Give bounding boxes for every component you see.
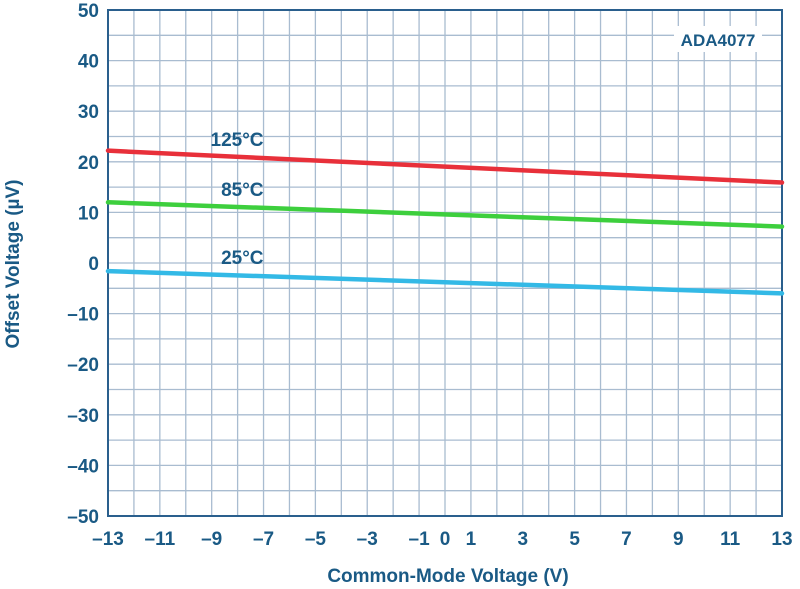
x-tick-label: –1 xyxy=(409,529,431,550)
x-tick-label: 11 xyxy=(720,529,741,550)
x-tick-label: 1 xyxy=(466,529,477,550)
y-tick-label: –10 xyxy=(67,305,99,326)
x-tick-label: –11 xyxy=(145,529,176,550)
series-label: 85°C xyxy=(221,180,264,201)
series-labels: 125°C 85°C 25°C xyxy=(211,130,264,269)
x-tick-label: 13 xyxy=(771,529,792,550)
series-lines xyxy=(105,148,785,296)
series-label: 125°C xyxy=(211,130,264,151)
x-tick-label: 7 xyxy=(621,529,632,550)
x-tick-label: –7 xyxy=(253,529,274,550)
x-tick-label: –13 xyxy=(92,529,124,550)
y-tick-label: –40 xyxy=(67,456,99,477)
grid xyxy=(107,9,783,517)
y-tick-label: 40 xyxy=(78,52,99,73)
y-tick-label: 0 xyxy=(88,254,99,275)
y-tick-label: 10 xyxy=(78,203,99,224)
x-tick-label: –5 xyxy=(305,529,327,550)
series-line xyxy=(105,268,785,296)
series-line xyxy=(105,148,785,185)
y-tick-label: 20 xyxy=(78,153,99,174)
x-tick-label: –9 xyxy=(201,529,222,550)
y-tick-label: –50 xyxy=(67,507,99,528)
y-tick-label: –20 xyxy=(67,355,99,376)
annotation-text: ADA4077 xyxy=(681,31,756,50)
series-label: 25°C xyxy=(221,248,264,269)
x-tick-labels: –13 –11 –9 –7 –5 –3 –1 0 1 3 5 7 9 11 13 xyxy=(92,529,792,550)
x-tick-label: 5 xyxy=(569,529,580,550)
x-tick-label: 9 xyxy=(673,529,684,550)
y-tick-labels: 50 40 30 20 10 0 –10 –20 –30 –40 –50 xyxy=(67,1,99,528)
series-line xyxy=(105,200,785,229)
x-tick-label: –3 xyxy=(357,529,378,550)
plot-frame xyxy=(107,9,783,517)
annotation-badge: ADA4077 xyxy=(674,26,762,52)
x-axis-label: Common-Mode Voltage (V) xyxy=(327,566,568,587)
y-tick-label: 50 xyxy=(78,1,99,22)
x-tick-label: 0 xyxy=(440,529,451,550)
y-tick-label: 30 xyxy=(78,102,99,123)
y-tick-label: –30 xyxy=(67,406,99,427)
x-tick-label: 3 xyxy=(517,529,528,550)
y-axis-label: Offset Voltage (µV) xyxy=(3,180,24,349)
